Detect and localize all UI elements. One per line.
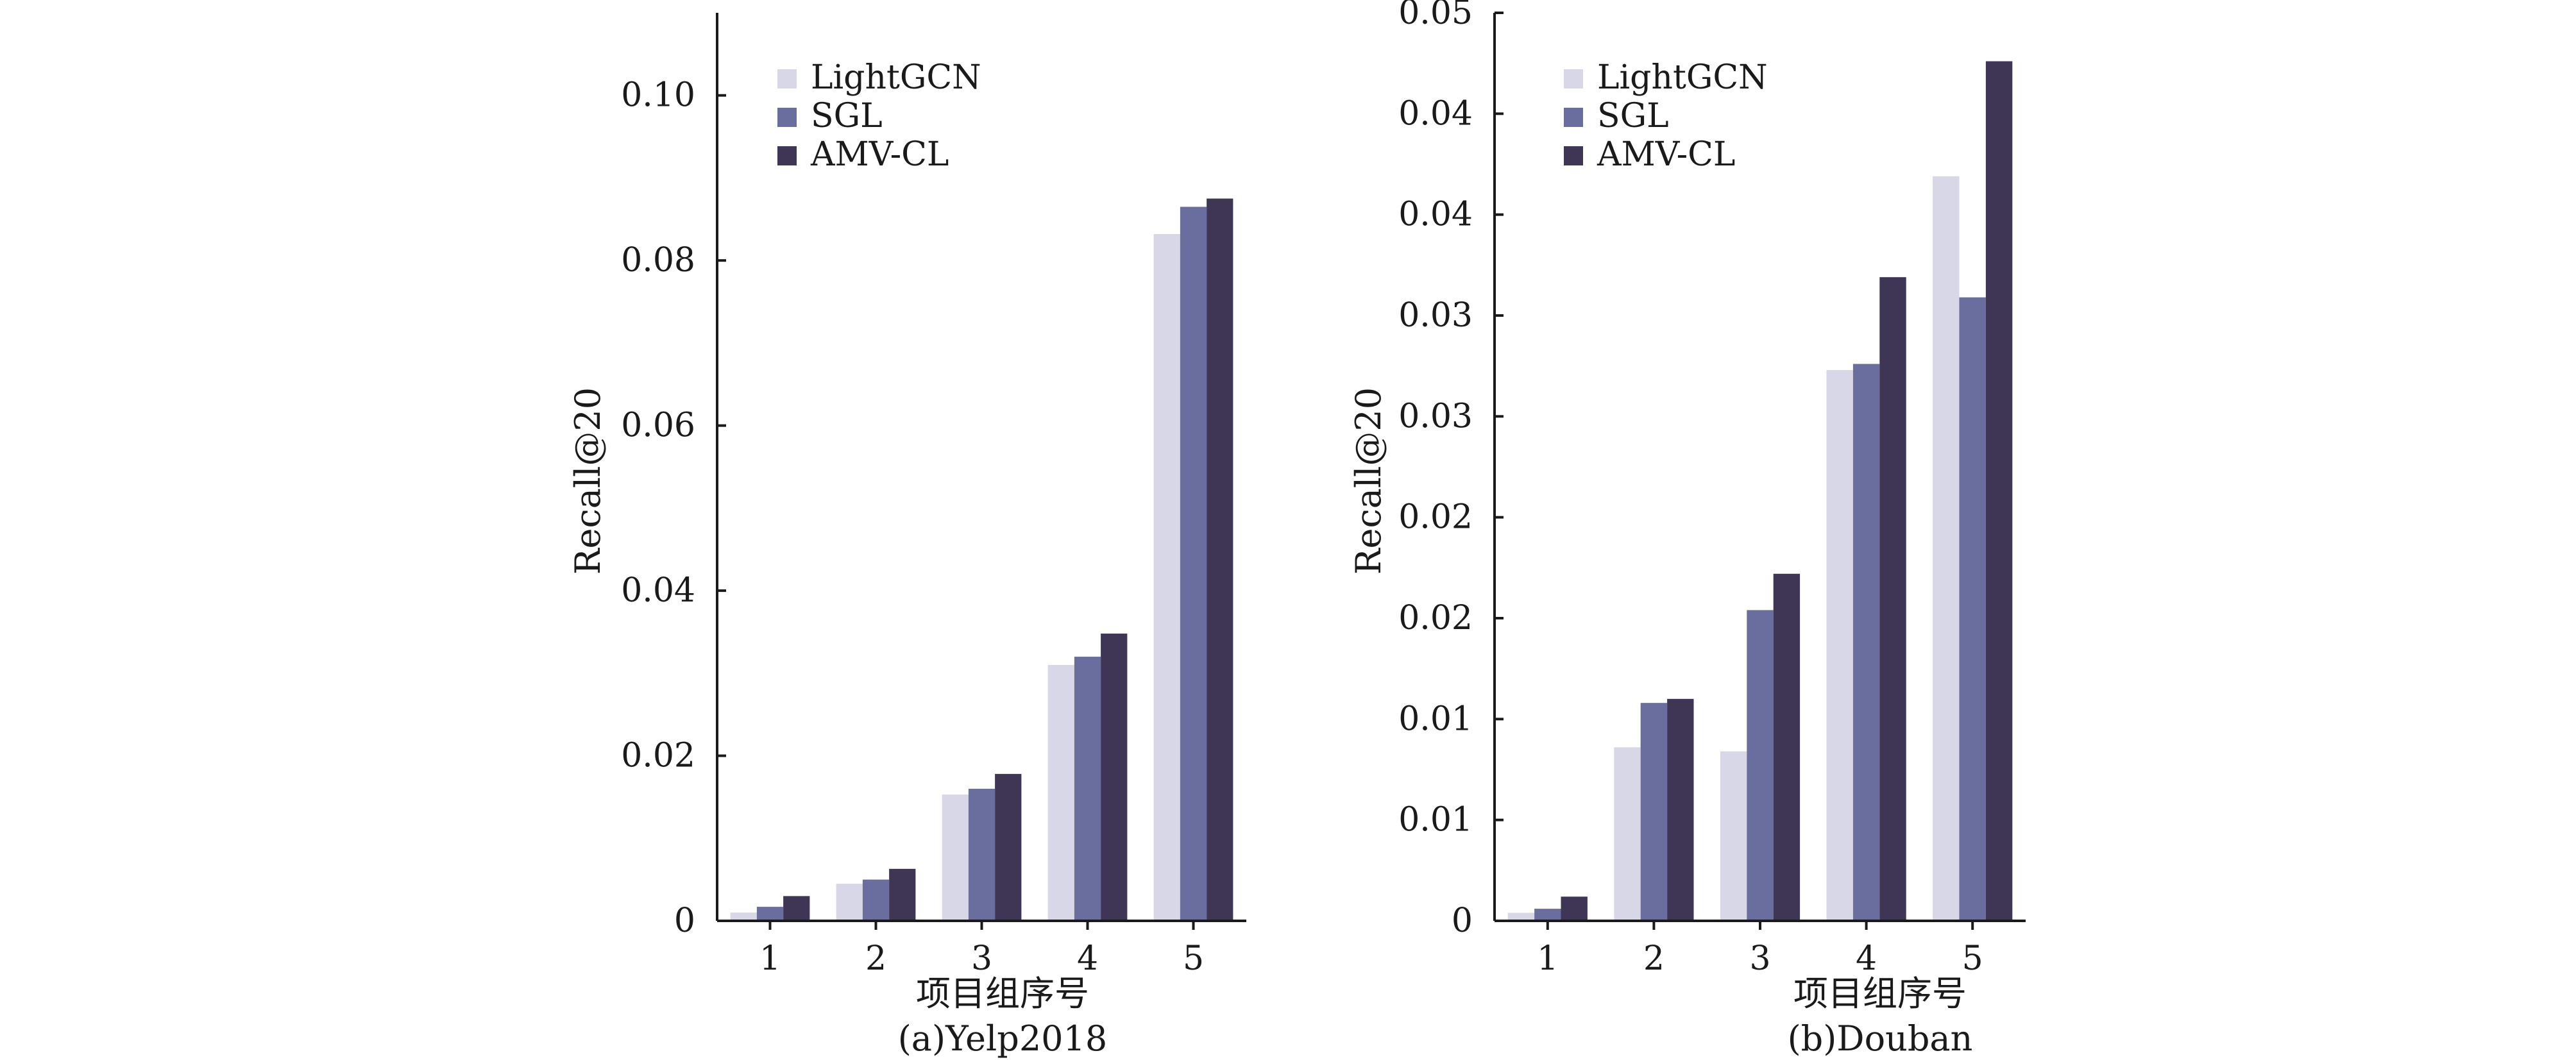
bar-amv-cl-group-4 [1879, 277, 1906, 921]
x-tick-label: 4 [1077, 939, 1098, 978]
x-tick-label: 4 [1856, 939, 1877, 978]
legend-swatch-sgl [777, 108, 797, 127]
legend-swatch-amv-cl [1564, 146, 1583, 165]
bar-sgl-group-3 [968, 789, 996, 921]
y-tick-label: 0.01 [1398, 801, 1473, 839]
y-tick-label: 0.10 [621, 76, 695, 115]
bar-amv-cl-group-3 [995, 773, 1022, 921]
y-ticks-group: 0 0.02 0.04 0.06 0.08 0.10 [621, 76, 726, 940]
chart-panel-douban: 0 0.01 0.01 0.02 0.02 0.03 0.03 0.04 0.04 0.05 1 2… [1348, 0, 2026, 1059]
x-tick-label: 3 [971, 939, 992, 978]
bar-sgl-group-2 [1640, 703, 1668, 921]
x-axis-label: 项目组序号 [1793, 973, 1967, 1014]
bar-lightgcn-group-3 [942, 795, 969, 921]
y-ticks-group: 0 0.01 0.01 0.02 0.02 0.03 0.03 0.04 0.04 0.05 [1398, 0, 1504, 940]
legend-label-amv-cl: AMV-CL [1597, 135, 1735, 174]
y-tick-label: 0.04 [621, 571, 695, 610]
y-tick-label: 0.02 [1398, 599, 1473, 637]
legend-label-sgl: SGL [1597, 97, 1669, 135]
y-tick-label: 0.03 [1398, 296, 1473, 335]
y-tick-label: 0.04 [1398, 94, 1473, 133]
legend-label-lightgcn: LightGCN [1597, 58, 1768, 97]
legend-swatch-amv-cl [777, 146, 797, 165]
bar-amv-cl-group-1 [1561, 896, 1588, 921]
bar-amv-cl-group-5 [1207, 198, 1233, 921]
legend-swatch-lightgcn [1564, 69, 1583, 88]
bar-lightgcn-group-4 [1826, 369, 1853, 921]
y-tick-label: 0.08 [621, 241, 695, 280]
legend-swatch-sgl [1564, 108, 1583, 127]
bars-group [730, 198, 1233, 921]
bar-lightgcn-group-1 [1507, 913, 1535, 921]
x-axis-label: 项目组序号 [916, 973, 1089, 1014]
bars-group [1507, 61, 2013, 921]
y-tick-label: 0.01 [1398, 700, 1473, 738]
bar-sgl-group-4 [1074, 657, 1101, 921]
bar-sgl-group-5 [1180, 206, 1207, 921]
legend-label-sgl: SGL [811, 97, 883, 135]
bar-sgl-group-1 [756, 907, 784, 921]
y-tick-label: 0.06 [621, 407, 695, 445]
bar-amv-cl-group-4 [1101, 634, 1128, 921]
x-ticks-group: 1 2 3 4 5 [759, 921, 1204, 978]
y-tick-label: 0.02 [1398, 498, 1473, 537]
legend-swatch-lightgcn [777, 69, 797, 88]
x-ticks-group: 1 2 3 4 5 [1537, 921, 1983, 978]
x-tick-label: 1 [1537, 939, 1558, 978]
y-tick-label: 0.04 [1398, 196, 1473, 234]
bar-lightgcn-group-1 [730, 913, 757, 921]
bar-amv-cl-group-1 [783, 896, 810, 921]
bar-amv-cl-group-2 [1667, 698, 1694, 921]
bar-sgl-group-1 [1534, 909, 1561, 921]
bar-amv-cl-group-2 [889, 868, 916, 921]
x-tick-label: 1 [759, 939, 781, 978]
y-axis-label: Recall@20 [568, 387, 608, 575]
x-tick-label: 2 [865, 939, 886, 978]
y-axis-label: Recall@20 [1348, 387, 1389, 575]
x-tick-label: 3 [1749, 939, 1770, 978]
bar-lightgcn-group-4 [1047, 664, 1074, 921]
y-tick-label: 0.05 [1398, 0, 1473, 32]
y-tick-label: 0.02 [621, 737, 695, 775]
bar-lightgcn-group-3 [1720, 751, 1747, 921]
legend-label-lightgcn: LightGCN [811, 58, 981, 97]
x-tick-label: 5 [1962, 939, 1983, 978]
chart-caption: (a)Yelp2018 [898, 1018, 1108, 1059]
legend-label-amv-cl: AMV-CL [810, 135, 949, 174]
chart-caption: (b)Douban [1788, 1018, 1973, 1059]
bar-lightgcn-group-5 [1933, 176, 1960, 921]
bar-lightgcn-group-5 [1153, 233, 1180, 921]
bar-sgl-group-3 [1747, 610, 1774, 921]
x-tick-label: 5 [1183, 939, 1204, 978]
bar-lightgcn-group-2 [836, 884, 863, 921]
y-tick-label: 0 [1452, 902, 1473, 940]
bar-lightgcn-group-2 [1614, 747, 1641, 921]
x-tick-label: 2 [1643, 939, 1665, 978]
chart-panel-yelp2018: 0 0.02 0.04 0.06 0.08 0.10 1 2 3 4 5 LightGCNSGLA… [568, 13, 1246, 1059]
y-tick-label: 0.03 [1398, 397, 1473, 435]
bar-sgl-group-5 [1959, 297, 1986, 921]
bar-amv-cl-group-3 [1773, 573, 1801, 921]
bar-sgl-group-4 [1852, 364, 1880, 921]
bar-sgl-group-2 [862, 879, 890, 921]
bar-amv-cl-group-5 [1985, 61, 2013, 921]
y-tick-label: 0 [674, 902, 695, 940]
